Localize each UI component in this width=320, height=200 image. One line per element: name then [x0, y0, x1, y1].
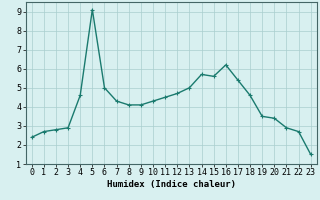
X-axis label: Humidex (Indice chaleur): Humidex (Indice chaleur)	[107, 180, 236, 189]
